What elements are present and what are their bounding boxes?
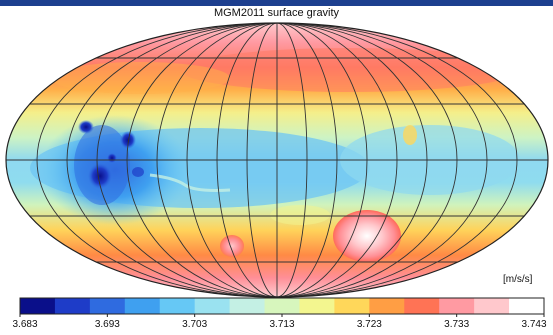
colorbar-tick-label: 3.743	[521, 319, 547, 330]
units-label: [m/s/s]	[503, 274, 533, 285]
colorbar-swatch	[474, 298, 510, 314]
colorbar-tick-label: 3.713	[269, 319, 295, 330]
header-bar	[0, 0, 553, 6]
colorbar-tick-label: 3.723	[356, 319, 382, 330]
colorbar-tick-label: 3.693	[94, 319, 120, 330]
colorbar	[19, 297, 545, 317]
colorbar-tick-label: 3.683	[12, 319, 38, 330]
colorbar-swatch	[264, 298, 300, 314]
colorbar-swatch	[229, 298, 266, 314]
colorbar-swatch	[54, 298, 91, 314]
colorbar-swatch	[439, 298, 475, 314]
colorbar-swatch	[299, 298, 335, 314]
colorbar-swatch	[334, 298, 370, 314]
colorbar-swatch	[369, 298, 405, 314]
map-border	[5, 22, 549, 298]
colorbar-swatch	[194, 298, 231, 314]
graticule	[6, 23, 548, 297]
map-title: MGM2011 surface gravity	[213, 7, 340, 19]
colorbar-swatch	[159, 298, 196, 314]
colorbar-swatch	[124, 298, 161, 314]
colorbar-swatch	[509, 298, 545, 314]
colorbar-tick-label: 3.703	[182, 319, 208, 330]
colorbar-tick-label: 3.733	[444, 319, 470, 330]
colorbar-swatch	[89, 298, 126, 314]
colorbar-swatch	[20, 298, 56, 314]
colorbar-swatch	[404, 298, 440, 314]
